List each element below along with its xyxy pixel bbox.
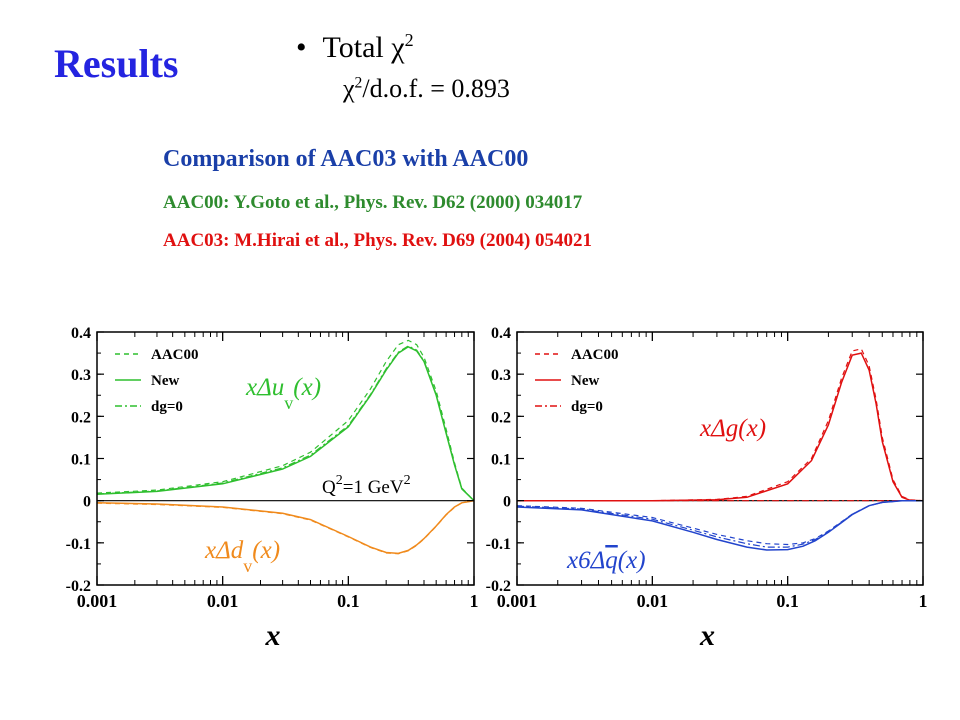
chi-exponent: 2 [404, 30, 414, 50]
x-tick-label: 0.001 [77, 591, 118, 611]
y-tick-label: 0.1 [71, 452, 91, 469]
plot-frame [96, 331, 475, 586]
y-tick-label: -0.1 [66, 536, 91, 553]
legend-label: New [571, 373, 599, 389]
y-tick-label: 0.2 [71, 409, 91, 426]
slide-title: Results [54, 41, 179, 86]
x-tick-label: 1 [919, 591, 928, 611]
annotation-x6deltaqbar: x6Δq(x) [566, 547, 646, 574]
y-tick-label: -0.2 [486, 578, 511, 595]
legend-label: AAC00 [571, 347, 619, 363]
y-tick-label: -0.2 [66, 578, 91, 595]
chi-symbol: χ [391, 31, 405, 64]
annotation-xdeltad-v: xΔdv(x) [204, 537, 280, 576]
chi-exponent-2: 2 [354, 74, 363, 92]
chi2-per-dof: χ2/d.o.f. = 0.893 [343, 74, 510, 104]
series-line-gluon-solid [517, 352, 924, 502]
y-tick-label: 0.3 [71, 367, 91, 384]
series-line-down-dashed [96, 500, 475, 555]
series-line-sea-solid [516, 499, 923, 551]
axes-layer: 0.4 0.3 0.2 0.1 0 -0.1 -0.20.001 0.01 0.1 1 [66, 325, 479, 611]
reference-aac03: AAC03: M.Hirai et al., Phys. Rev. D69 (2… [163, 230, 593, 251]
y-tick-label: 0 [83, 494, 91, 511]
series-line-down-solid [96, 499, 475, 555]
y-tick-label: -0.1 [486, 536, 511, 553]
annotation-q2-scale: Q2=1 GeV2 [322, 473, 411, 498]
chi-symbol-2: χ [343, 74, 355, 103]
series-line-up-dashed [96, 339, 475, 502]
x-tick-label: 1 [470, 591, 479, 611]
legend-label: New [151, 373, 179, 389]
series-line-up-solid [96, 345, 475, 502]
legend: AAC00 New dg=0 [535, 347, 619, 415]
axes-layer: 0.4 0.3 0.2 0.1 0 -0.1 -0.20.001 0.01 0.1 1 [486, 325, 928, 611]
comparison-title: Comparison of AAC03 with AAC00 [163, 146, 529, 172]
y-tick-label: 0.4 [491, 325, 511, 342]
annotation-xdeltau-v: xΔuv(x) [245, 374, 321, 413]
x-tick-label: 0.01 [207, 591, 239, 611]
x-tick-label: 0.1 [337, 591, 360, 611]
y-tick-label: 0.2 [491, 409, 511, 426]
legend: AAC00 New dg=0 [115, 347, 199, 415]
series-line-sea-dash-dot [516, 500, 923, 548]
annotation-xdeltag: xΔg(x) [699, 415, 766, 442]
series-line-up-dash-dot [96, 345, 475, 502]
legend-label: AAC00 [151, 347, 199, 363]
x-axis-label: x [265, 619, 281, 652]
y-tick-label: 0.4 [71, 325, 91, 342]
y-tick-label: 0.3 [491, 367, 511, 384]
total-chi2-bullet: • Total χ2 [296, 30, 414, 65]
legend-label: dg=0 [151, 399, 183, 415]
chart-valence-quarks: 0.4 0.3 0.2 0.1 0 -0.1 -0.20.001 0.01 0.1 1 AAC00… [66, 325, 479, 652]
y-tick-label: 0.1 [491, 452, 511, 469]
x-tick-label: 0.01 [637, 591, 669, 611]
chart-gluon-sea: 0.4 0.3 0.2 0.1 0 -0.1 -0.20.001 0.01 0.1 1 AAC00… [486, 325, 928, 652]
x-tick-label: 0.001 [497, 591, 538, 611]
series-layer [96, 339, 475, 555]
qbar-symbol: q [605, 547, 618, 574]
x-tick-label: 0.1 [776, 591, 799, 611]
bullet-label: Total [322, 31, 384, 64]
reference-aac00: AAC00: Y.Goto et al., Phys. Rev. D62 (20… [163, 192, 583, 213]
x-axis-label: x [699, 619, 715, 652]
bullet-dot-icon: • [296, 31, 307, 64]
chi-value: /d.o.f. = 0.893 [362, 74, 510, 103]
series-layer [516, 348, 924, 551]
legend-label: dg=0 [571, 399, 603, 415]
y-tick-label: 0 [503, 494, 511, 511]
